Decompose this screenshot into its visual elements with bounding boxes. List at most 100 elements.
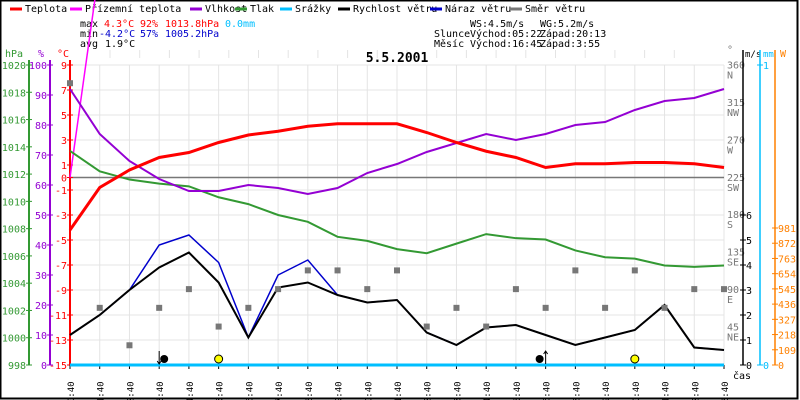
direction-tick-label: 45 [727,323,739,334]
wind-direction-point [67,80,73,87]
series-line-tlak [69,150,725,268]
wind-direction-point [275,286,282,293]
sunrise-time: Východ:05:22 [470,28,542,40]
stats-wind-speed: WS:4.5m/s [470,19,524,30]
wind-direction-point [721,286,727,293]
wind-direction-point [364,286,371,293]
moonrise-arrow-icon [543,350,549,364]
direction-tick-label: 135 [727,248,745,259]
humidity-unit: % [38,49,44,60]
rain-tick-label: 0 [763,361,769,372]
stats-max-label: max [80,19,98,30]
legend-label-1: Přízemní teplota [85,3,181,15]
x-tick-label: 05:40 [216,381,226,400]
radiation-tick-label: 763 [778,254,796,265]
moonrise-icon [535,355,544,363]
rain-tick-label: 1 [763,61,769,72]
series-line-vlhkost [69,88,725,196]
wind-tick-label: 0 [746,361,752,372]
events [156,350,640,365]
temperature-tick-label: -7 [55,261,67,272]
wind-direction-point [394,267,400,274]
pressure-tick-label: 1008 [2,225,26,236]
pressure-tick-label: 1004 [2,279,26,290]
series-line-rychlost-v-tru [69,251,725,351]
wind-direction-point [304,267,311,274]
wind-direction-point [602,304,609,311]
sun-label: Slunce [434,29,470,40]
moonrise-time: Východ:16:45 [470,38,542,50]
humidity-tick-label: 20 [35,301,47,312]
moon-label: Měsíc [434,38,464,50]
temperature-tick-label: -1 [55,186,67,197]
radiation-tick-label: 218 [778,331,796,342]
x-tick-label: 06:40 [245,381,255,400]
temperature-tick-label: 0 [61,174,67,185]
stats-max-humidity: 92% [140,19,158,30]
pressure-tick-label: 1020 [2,61,26,72]
x-tick-label: 14:40 [483,381,493,400]
direction-compass-label: N [727,70,733,81]
x-tick-label: 04:40 [186,381,196,400]
direction-compass-label: NW [727,108,740,119]
series [67,0,727,367]
legend-label-4: Srážky [295,3,331,15]
x-tick-label: 18:40 [572,381,582,400]
humidity-tick-label: 50 [35,211,47,222]
x-tick-label: 16:40 [543,381,553,400]
grid [69,50,725,366]
legend-label-7: Směr větru [525,3,585,15]
x-tick-label: 01:40 [97,381,107,400]
pressure-tick-label: 1002 [2,306,26,317]
series-line-p-zemn-teplota [69,0,96,178]
x-tick-label: 00:40 [67,381,77,400]
pressure-unit: hPa [5,49,23,60]
direction-tick-label: 270 [727,135,745,146]
wind-tick-label: 4 [746,261,752,272]
rain-unit: mm [763,50,774,60]
humidity-tick-label: 80 [35,121,47,132]
temperature-tick-label: 7 [61,86,67,97]
direction-compass-label: S [727,220,733,231]
x-tick-label: 03:40 [156,381,166,400]
pressure-tick-label: 1016 [2,116,26,127]
wind-direction-point [126,342,133,349]
temperature-tick-label: 1 [61,161,67,172]
wind-direction-point [631,267,638,274]
pressure-tick-label: 1010 [2,197,26,208]
stats-wind-gust: WG:5.2m/s [540,19,594,30]
humidity-tick-label: 10 [35,331,47,342]
legend-label-0: Teplota [25,4,67,15]
temperature-tick-label: -5 [55,236,67,247]
direction-compass-label: SE [727,258,739,269]
temperature-tick-label: 3 [61,136,67,147]
x-tick-label: 09:40 [335,381,345,400]
axis-units: hPa % °C ° m/s mm W čas [5,45,787,382]
radiation-unit: W [780,49,787,60]
humidity-tick-label: 0 [41,361,47,372]
wind-direction-point [96,304,103,311]
wind-direction-point [691,286,698,293]
wind-direction-point [483,323,490,330]
wind-unit: m/s [745,50,761,60]
x-tick-label: 08:40 [305,381,315,400]
x-tick-label: 21:40 [662,381,672,400]
wind-direction-point [542,304,549,311]
x-tick-label: 19:40 [602,381,612,400]
stats-max-temp: 4.3°C [104,19,134,30]
x-tick-label: 23:40 [721,381,731,400]
radiation-tick-label: 545 [778,285,796,296]
humidity-tick-label: 60 [35,181,47,192]
wind-tick-label: 6 [746,211,752,222]
temperature-tick-label: -3 [55,211,67,222]
pressure-tick-label: 998 [8,361,26,372]
pressure-tick-label: 1000 [2,334,26,345]
temperature-tick-label: -11 [49,311,67,322]
direction-tick-label: 225 [727,173,745,184]
direction-compass-label: SW [727,183,740,194]
radiation-tick-label: 0 [778,361,784,372]
wind-tick-label: 3 [746,286,752,297]
wind-direction-point [423,323,430,330]
